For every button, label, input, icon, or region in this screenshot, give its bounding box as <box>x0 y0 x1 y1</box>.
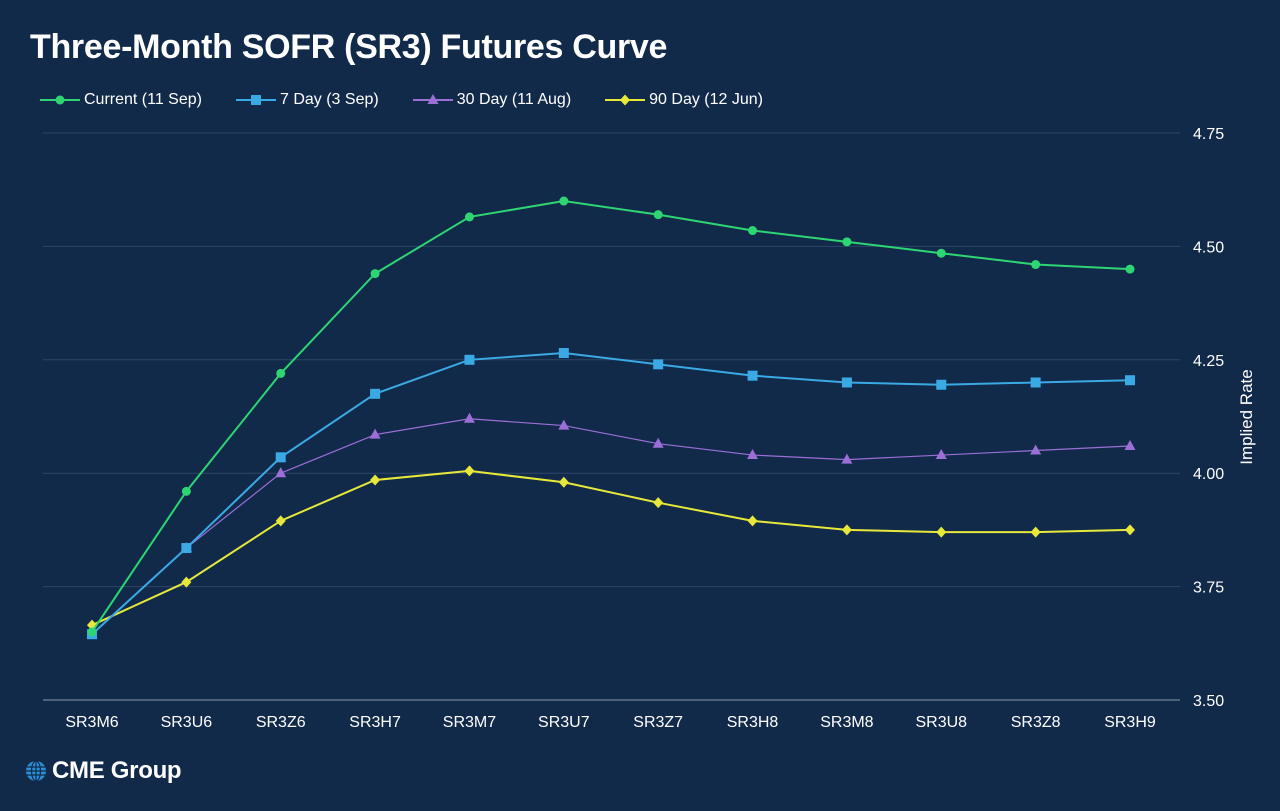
y-tick-label: 3.75 <box>1193 580 1224 597</box>
x-tick-label: SR3M6 <box>65 714 118 731</box>
data-point <box>464 465 475 477</box>
series-line <box>91 351 1131 635</box>
x-tick-label: SR3Z8 <box>1011 714 1061 731</box>
legend-label: 7 Day (3 Sep) <box>279 91 379 108</box>
legend-swatch <box>412 94 453 104</box>
legend-item: 30 Day (11 Aug) <box>412 91 572 109</box>
data-point <box>653 359 664 370</box>
data-point <box>653 210 663 220</box>
legend-marker <box>427 94 439 104</box>
cme-group-logo: CME Group <box>25 757 182 785</box>
data-point <box>841 453 853 464</box>
data-point <box>181 543 192 554</box>
data-point <box>936 248 946 258</box>
data-point <box>936 379 947 390</box>
data-point <box>748 226 758 236</box>
x-tick-label: SR3M8 <box>820 714 873 731</box>
axis-ticks: 3.50 3.75 4.00 4.25 4.50 4.75 SR3M6 SR3U6 SR3Z6 S… <box>65 126 1224 731</box>
legend-marker <box>250 95 261 105</box>
data-point <box>275 515 286 527</box>
data-point <box>275 452 286 463</box>
data-point <box>370 269 380 279</box>
data-point <box>464 212 474 222</box>
legend-label: Current (11 Sep) <box>84 91 202 108</box>
data-point <box>181 576 192 588</box>
series-group <box>87 347 1135 640</box>
y-tick-label: 4.50 <box>1193 239 1224 256</box>
series-group <box>86 412 1136 639</box>
data-point <box>275 467 287 478</box>
y-tick-label: 3.50 <box>1193 693 1224 710</box>
data-point <box>558 347 569 358</box>
data-point <box>842 237 852 247</box>
legend-marker <box>55 95 65 105</box>
x-tick-label: SR3Z7 <box>633 714 683 731</box>
chart-legend: Current (11 Sep) 7 Day (3 Sep) 30 Day (11 … <box>40 88 797 112</box>
legend-item: 90 Day (12 Jun) <box>605 91 763 109</box>
y-tick-label: 4.25 <box>1193 353 1224 370</box>
data-point <box>1030 444 1042 455</box>
data-point <box>559 196 569 206</box>
legend-swatch <box>40 95 80 105</box>
legend-swatch <box>235 95 276 105</box>
legend-label: 90 Day (12 Jun) <box>649 91 763 108</box>
data-point <box>747 370 758 381</box>
globe-icon <box>26 760 46 782</box>
data-point <box>181 486 191 496</box>
x-tick-label: SR3M7 <box>443 714 496 731</box>
y-tick-label: 4.75 <box>1193 126 1224 143</box>
data-point <box>1125 375 1135 386</box>
x-tick-label: SR3U7 <box>538 714 590 731</box>
data-point <box>276 368 286 378</box>
logo-text: CME Group <box>52 757 182 784</box>
data-point <box>653 497 664 509</box>
series-line <box>91 418 1131 635</box>
data-point <box>841 524 852 536</box>
data-point <box>652 437 664 448</box>
data-point <box>936 526 947 538</box>
legend-item: 7 Day (3 Sep) <box>235 91 379 109</box>
legend-marker <box>620 94 631 106</box>
x-tick-label: SR3U6 <box>161 714 213 731</box>
series-group <box>87 465 1135 631</box>
data-point <box>370 474 381 486</box>
data-point <box>1125 264 1135 274</box>
data-point <box>1030 526 1041 538</box>
legend-label: 30 Day (11 Aug) <box>456 91 572 108</box>
series-group <box>87 196 1135 637</box>
data-point <box>841 377 852 388</box>
series-line <box>91 200 1131 633</box>
gridlines <box>43 132 1180 701</box>
data-point <box>87 627 97 637</box>
x-tick-label: SR3H9 <box>1104 714 1156 731</box>
y-tick-label: 4.00 <box>1193 466 1224 483</box>
x-tick-label: SR3U8 <box>915 714 967 731</box>
x-tick-label: SR3Z6 <box>256 714 306 731</box>
y-axis-label: Implied Rate <box>1237 369 1256 464</box>
legend-swatch <box>605 94 646 106</box>
data-point <box>558 419 570 430</box>
data-point <box>747 449 759 460</box>
x-tick-label: SR3H7 <box>349 714 401 731</box>
data-point <box>1031 260 1041 270</box>
data-point <box>747 515 758 527</box>
chart-title: Three-Month SOFR (SR3) Futures Curve <box>30 28 668 66</box>
data-point <box>464 354 475 365</box>
series-line <box>91 469 1131 627</box>
data-point <box>463 412 475 423</box>
x-tick-label: SR3H8 <box>727 714 779 731</box>
legend-item: Current (11 Sep) <box>40 91 202 109</box>
data-point <box>935 449 947 460</box>
data-point <box>558 476 569 488</box>
data-point <box>369 428 381 439</box>
data-point <box>1030 377 1041 388</box>
data-point <box>1124 439 1136 450</box>
data-point <box>1125 524 1135 536</box>
data-point <box>370 388 381 399</box>
series-lines <box>86 196 1136 640</box>
